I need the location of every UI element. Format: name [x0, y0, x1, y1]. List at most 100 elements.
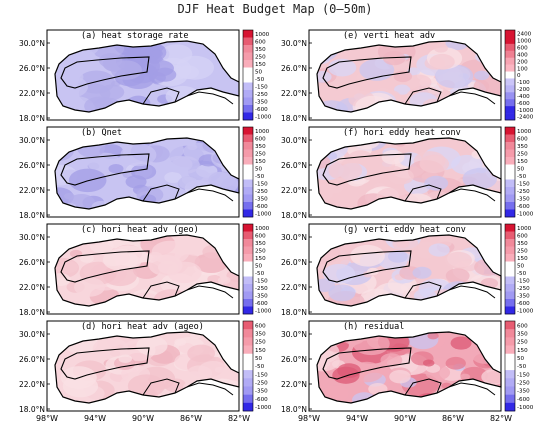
colorbar-segment	[505, 99, 515, 107]
colorbar-tick-label: -50	[255, 77, 265, 83]
heatmap-panel: (f) hori eddy heat conv 30.0°N 26.0°N 22.0°…	[281, 126, 534, 220]
colorbar-tick-label: -1000	[255, 114, 272, 120]
colorbar-segment	[505, 284, 515, 292]
colorbar-segment	[505, 269, 515, 277]
colorbar-segment	[243, 127, 253, 135]
lat-tick-label: 18.0°N	[281, 114, 307, 123]
colorbar-tick-label: -350	[255, 196, 268, 202]
colorbar-segment	[505, 113, 515, 121]
colorbar-segment	[505, 142, 515, 150]
lon-tick-label: 82°W	[227, 414, 251, 423]
colorbar-tick-label: 350	[517, 144, 528, 150]
colorbar-segment	[243, 394, 253, 404]
lat-tick-label: 30.0°N	[281, 39, 307, 48]
colorbar-tick-label: -150	[517, 278, 530, 284]
colorbar-tick-label: -350	[517, 389, 530, 395]
colorbar-segment	[505, 378, 515, 387]
colorbar-tick-label: 250	[517, 248, 528, 254]
colorbar-segment	[243, 82, 253, 91]
gulf-field	[54, 234, 240, 307]
lat-tick-label: 26.0°N	[19, 161, 45, 170]
colorbar-tick-label: 50	[255, 166, 263, 172]
colorbar-segment	[505, 231, 515, 240]
colorbar-segment	[505, 261, 515, 270]
colorbar-tick-label: 1000	[517, 129, 532, 135]
colorbar-segment	[505, 36, 515, 45]
colorbar-tick-label: -250	[517, 381, 530, 387]
colorbar-tick-label: -600	[255, 397, 268, 403]
lon-tick-label: 94°W	[345, 414, 369, 423]
lat-tick-label: 26.0°N	[19, 64, 45, 73]
lon-tick-label: 82°W	[489, 414, 513, 423]
colorbar-tick-label: -50	[517, 271, 527, 277]
figure-title: DJF Heat Budget Map (0–50m)	[177, 2, 373, 16]
lon-tick-label: 98°W	[297, 414, 321, 423]
colorbar-tick-label: 350	[255, 47, 266, 53]
colorbar-segment	[243, 321, 253, 330]
colorbar-tick-label: -150	[255, 84, 268, 90]
colorbar-segment	[505, 43, 515, 52]
colorbar-tick-label: 50	[517, 166, 525, 172]
lat-tick-label: 26.0°N	[281, 355, 307, 364]
colorbar-segment	[505, 202, 515, 210]
lat-tick-label: 18.0°N	[19, 405, 45, 414]
lat-tick-label: 18.0°N	[281, 405, 307, 414]
colorbar-tick-label: -150	[517, 372, 530, 378]
colorbar-segment	[243, 90, 253, 98]
colorbar-segment	[243, 224, 253, 232]
lat-tick-label: 22.0°N	[19, 89, 45, 98]
colorbar-tick-label: 150	[517, 159, 528, 165]
panel-title: (e) verti heat adv	[343, 31, 435, 41]
lon-tick-label: 86°W	[179, 414, 203, 423]
colorbar-tick-label: 50	[517, 356, 525, 362]
heatmap-panel: (e) verti heat adv 30.0°N 26.0°N 22.0°N 18.0…	[281, 29, 534, 123]
colorbar-segment	[243, 402, 253, 412]
colorbar-tick-label: 600	[255, 136, 266, 142]
colorbar-segment	[505, 57, 515, 65]
lat-tick-label: 22.0°N	[281, 89, 307, 98]
colorbar-tick-label: -1000	[517, 405, 534, 411]
colorbar-segment	[505, 337, 515, 346]
colorbar-tick-label: 150	[517, 348, 528, 354]
lat-tick-label: 18.0°N	[19, 211, 45, 220]
colorbar-tick-label: 1000	[517, 226, 532, 232]
colorbar-segment	[243, 45, 253, 53]
lat-tick-label: 30.0°N	[19, 330, 45, 339]
colorbar-segment	[505, 361, 515, 371]
colorbar-segment	[505, 209, 515, 218]
colorbar-segment	[243, 386, 253, 395]
colorbar-tick-label: -1000	[255, 211, 272, 217]
colorbar-tick-label: 350	[255, 144, 266, 150]
colorbar-tick-label: -50	[255, 271, 265, 277]
lat-tick-label: 26.0°N	[19, 258, 45, 267]
heatmap-panel: (d) hori heat adv (ageo) 30.0°N 26.0°N 22.0…	[19, 320, 272, 414]
colorbar-segment	[243, 194, 253, 203]
colorbar-segment	[243, 172, 253, 180]
colorbar-tick-label: -150	[517, 181, 530, 187]
colorbar-tick-label: 50	[255, 263, 263, 269]
colorbar-tick-label: -250	[517, 286, 530, 292]
colorbar-tick-label: 400	[517, 52, 528, 58]
colorbar-tick-label: 200	[517, 59, 528, 65]
colorbar-tick-label: 50	[517, 263, 525, 269]
colorbar-tick-label: -600	[517, 397, 530, 403]
colorbar-tick-label: -50	[517, 174, 527, 180]
colorbar-segment	[243, 97, 253, 106]
lat-tick-label: 22.0°N	[19, 380, 45, 389]
heatmap-panel: (a) heat storage rate 30.0°N 26.0°N 22.0°N 1…	[19, 29, 272, 123]
colorbar-tick-label: 350	[255, 331, 266, 337]
colorbar-tick-label: -250	[255, 189, 268, 195]
colorbar-tick-label: -600	[517, 204, 530, 210]
lat-tick-label: 18.0°N	[281, 308, 307, 317]
colorbar-segment	[243, 142, 253, 150]
colorbar-tick-label: -400	[517, 94, 530, 100]
colorbar-segment	[243, 361, 253, 371]
colorbar-tick-label: 1000	[255, 226, 270, 232]
colorbar-tick-label: 250	[255, 248, 266, 254]
colorbar-tick-label: -350	[517, 293, 530, 299]
colorbar-segment	[243, 254, 253, 262]
colorbar-tick-label: -150	[255, 278, 268, 284]
colorbar-segment	[243, 306, 253, 315]
colorbar-segment	[243, 291, 253, 300]
colorbar-tick-label: -50	[517, 364, 527, 370]
